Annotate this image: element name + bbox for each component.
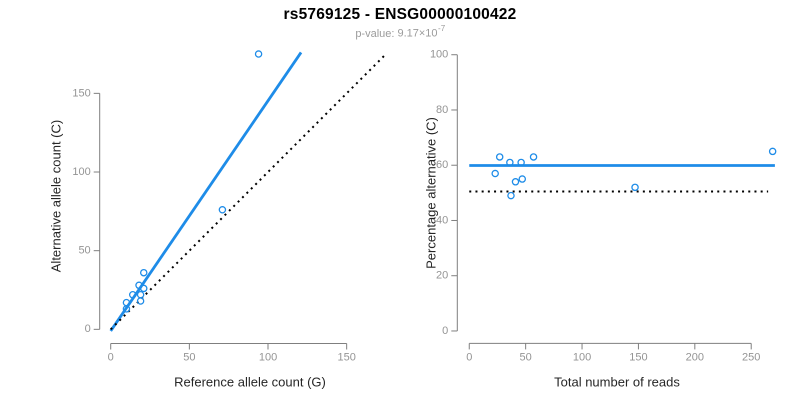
percentage-scatter: 0 20 40 60 80 100 0 50 100 150 200 250 [430, 49, 777, 364]
regression-line [109, 51, 303, 332]
y-tick-label: 0 [85, 323, 91, 335]
x-tick-label: 150 [629, 352, 647, 364]
identity-line [110, 53, 387, 331]
data-point [768, 147, 777, 156]
x-tick-label: 50 [520, 352, 532, 364]
data-point [507, 191, 515, 200]
y-tick-label: 0 [442, 325, 448, 337]
data-point [254, 50, 263, 58]
y-tick-label: 100 [430, 49, 448, 61]
data-point [631, 183, 639, 192]
y-tick-label: 60 [436, 159, 448, 171]
data-point [139, 268, 148, 277]
x-tick-label: 50 [183, 352, 195, 364]
y-tick-label: 40 [436, 214, 448, 226]
data-point [506, 158, 514, 167]
data-point [136, 290, 145, 299]
y-tick-label: 150 [72, 87, 90, 99]
x-tick-label: 0 [466, 352, 472, 364]
y-tick-label: 80 [436, 104, 448, 116]
left-x-axis-title: Reference allele count (G) [174, 374, 326, 390]
pvalue-mantissa: 9.17 [397, 27, 419, 40]
data-point [517, 158, 525, 167]
page-title: rs5769125 - ENSG00000100422 [283, 6, 517, 23]
x-tick-label: 100 [259, 352, 277, 364]
right-y-axis-title: Percentage alternative (C) [423, 117, 439, 269]
allele-counts-scatter: 0 50 100 150 0 50 100 150 [72, 50, 387, 364]
x-tick-label: 200 [686, 352, 704, 364]
data-point [495, 153, 504, 161]
data-point [136, 297, 145, 305]
x-tick-label: 250 [742, 352, 760, 364]
data-point [518, 175, 527, 183]
x-tick-label: 150 [337, 352, 355, 364]
data-point [511, 178, 520, 186]
pvalue-base: ×10 [418, 27, 438, 40]
y-tick-label: 20 [436, 270, 448, 282]
data-point [491, 169, 499, 178]
pvalue-label: p-value: [355, 27, 395, 40]
y-tick-label: 100 [72, 166, 90, 178]
data-point [529, 153, 538, 161]
data-point [218, 206, 227, 214]
y-tick-label: 50 [78, 245, 90, 257]
x-tick-label: 0 [108, 352, 114, 364]
right-x-axis-title: Total number of reads [554, 374, 680, 390]
data-point [135, 281, 143, 290]
pvalue-exponent: -7 [438, 24, 446, 33]
data-point [122, 305, 131, 313]
left-y-axis-title: Alternative allele count (C) [48, 119, 64, 273]
x-tick-label: 100 [573, 352, 591, 364]
pvalue-subtitle: p-value: 9.17×10-7 [0, 24, 800, 40]
data-point [128, 290, 137, 299]
